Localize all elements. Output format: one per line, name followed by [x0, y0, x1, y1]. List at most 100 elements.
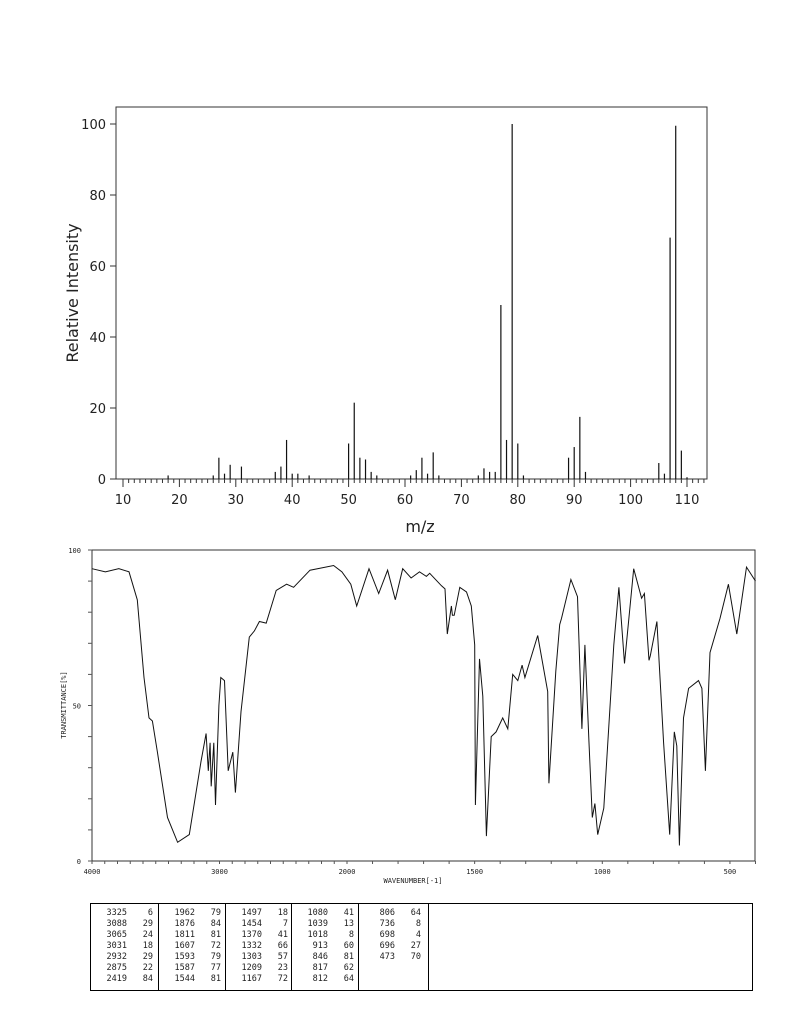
- peak-transmittance: 18: [142, 941, 153, 951]
- peak-wavenumber: 1303: [241, 952, 262, 962]
- ms-y-tick-label: 40: [89, 331, 106, 346]
- peak-table-row: 1497 18: [232, 908, 291, 919]
- peak-wavenumber: 3325: [106, 908, 127, 918]
- peak-wavenumber: 3088: [106, 919, 127, 929]
- peak-table-row: 1607 72: [165, 941, 225, 952]
- peak-transmittance: 27: [410, 941, 421, 951]
- peak-table-row: 913 60: [298, 941, 358, 952]
- peak-table-row: 1544 81: [165, 974, 225, 985]
- peak-table-row: 1332 66: [232, 941, 291, 952]
- peak-transmittance: 4: [415, 930, 421, 940]
- ir-x-tick-label: 1500: [466, 868, 483, 876]
- peak-table-row: 812 64: [298, 974, 358, 985]
- ir-x-axis-label: WAVENUMBER[-1]: [383, 877, 442, 885]
- peak-table-row: 1370 41: [232, 930, 291, 941]
- peak-wavenumber: 1593: [174, 952, 195, 962]
- peak-transmittance: 72: [277, 974, 288, 984]
- ms-x-tick-label: 80: [510, 493, 527, 508]
- ir-y-tick-label: 50: [73, 703, 81, 711]
- ir-peak-table: 3325 6 3088 29 3065 24 3031 18 2932 29 2875 22 2419 8…: [90, 903, 753, 991]
- peak-wavenumber: 812: [312, 974, 328, 984]
- peak-table-row: 2419 84: [97, 974, 158, 985]
- ir-x-tick-label: 500: [724, 868, 737, 876]
- peak-transmittance: 84: [142, 974, 153, 984]
- ms-x-tick-label: 50: [340, 493, 357, 508]
- peak-table-row: 1080 41: [298, 908, 358, 919]
- ir-y-tick-label: 100: [68, 547, 81, 555]
- peak-wavenumber: 817: [312, 963, 328, 973]
- peak-table-row: 736 8: [365, 919, 428, 930]
- peak-transmittance: 79: [210, 908, 221, 918]
- peak-transmittance: 18: [277, 908, 288, 918]
- ir-spectrum-chart: 4000 3000 2000 1500 1000 500 0 50 100 WAVENUMBER…: [60, 547, 756, 885]
- peak-table-row: 1876 84: [165, 919, 225, 930]
- peak-table-row: 1454 7: [232, 919, 291, 930]
- peak-table-row: 1167 72: [232, 974, 291, 985]
- peak-wavenumber: 1018: [307, 930, 328, 940]
- peak-wavenumber: 1454: [241, 919, 262, 929]
- ir-y-axis-label: TRANSMITTANCE[%]: [60, 671, 68, 738]
- peak-wavenumber: 1811: [174, 930, 195, 940]
- ms-x-tick-label: 10: [115, 493, 132, 508]
- ir-x-tick-label: 1000: [594, 868, 611, 876]
- peak-table-empty-column: [429, 904, 752, 990]
- ms-y-tick-label: 80: [89, 189, 106, 204]
- peak-transmittance: 8: [415, 919, 421, 929]
- peak-table-row: 1593 79: [165, 952, 225, 963]
- peak-table-row: 696 27: [365, 941, 428, 952]
- peak-table-row: 2875 22: [97, 963, 158, 974]
- peak-table-row: 1039 13: [298, 919, 358, 930]
- peak-wavenumber: 1039: [307, 919, 328, 929]
- ms-x-tick-label: 70: [453, 493, 470, 508]
- peak-table-row: 3088 29: [97, 919, 158, 930]
- ms-x-tick-label: 100: [618, 493, 643, 508]
- peak-transmittance: 8: [348, 930, 354, 940]
- peak-wavenumber: 736: [379, 919, 395, 929]
- peak-wavenumber: 1167: [241, 974, 262, 984]
- ir-plot-frame: [91, 549, 756, 862]
- peak-wavenumber: 3065: [106, 930, 127, 940]
- peak-transmittance: 23: [277, 963, 288, 973]
- peak-transmittance: 7: [282, 919, 288, 929]
- peak-transmittance: 29: [142, 952, 153, 962]
- peak-transmittance: 60: [343, 941, 354, 951]
- peak-wavenumber: 698: [379, 930, 395, 940]
- mass-spectrum-chart: 10 20 30 40 50 60 70 80 90 100 110 0 20 40 60 80 100 m/z…: [63, 106, 708, 536]
- ms-x-tick-label: 40: [284, 493, 301, 508]
- peak-table-row: 846 81: [298, 952, 358, 963]
- peak-transmittance: 6: [147, 908, 153, 918]
- peak-wavenumber: 1607: [174, 941, 195, 951]
- peak-table-column: 1497 18 1454 7 1370 41 1332 66 1303 57 1209 23 1167 7…: [226, 904, 292, 990]
- ms-x-tick-label: 60: [397, 493, 414, 508]
- peak-table-row: 806 64: [365, 908, 428, 919]
- ir-x-tick-label: 2000: [339, 868, 356, 876]
- ms-x-axis-label: m/z: [405, 517, 434, 536]
- ms-peaks: [167, 124, 688, 479]
- ir-transmittance-line: [91, 564, 756, 846]
- peak-table-row: 817 62: [298, 963, 358, 974]
- peak-wavenumber: 3031: [106, 941, 127, 951]
- peak-wavenumber: 2875: [106, 963, 127, 973]
- ms-y-tick-label: 0: [98, 473, 106, 488]
- ms-y-tick-label: 100: [81, 118, 106, 133]
- peak-wavenumber: 806: [379, 908, 395, 918]
- peak-transmittance: 64: [343, 974, 354, 984]
- peak-table-row: 1018 8: [298, 930, 358, 941]
- peak-table-row: 1962 79: [165, 908, 225, 919]
- peak-table-row: 698 4: [365, 930, 428, 941]
- peak-wavenumber: 1497: [241, 908, 262, 918]
- ms-y-axis-label: Relative Intensity: [63, 223, 82, 362]
- peak-table-row: 3325 6: [97, 908, 158, 919]
- peak-table-row: 1587 77: [165, 963, 225, 974]
- peak-transmittance: 81: [343, 952, 354, 962]
- peak-transmittance: 41: [343, 908, 354, 918]
- ms-axes: 10 20 30 40 50 60 70 80 90 100 110 0 20 40 60 80 100: [81, 118, 705, 508]
- peak-wavenumber: 1332: [241, 941, 262, 951]
- peak-transmittance: 62: [343, 963, 354, 973]
- ir-axes: 4000 3000 2000 1500 1000 500 0 50 100: [68, 547, 756, 876]
- peak-table-row: 1811 81: [165, 930, 225, 941]
- peak-wavenumber: 913: [312, 941, 328, 951]
- peak-transmittance: 41: [277, 930, 288, 940]
- peak-wavenumber: 696: [379, 941, 395, 951]
- peak-wavenumber: 2419: [106, 974, 127, 984]
